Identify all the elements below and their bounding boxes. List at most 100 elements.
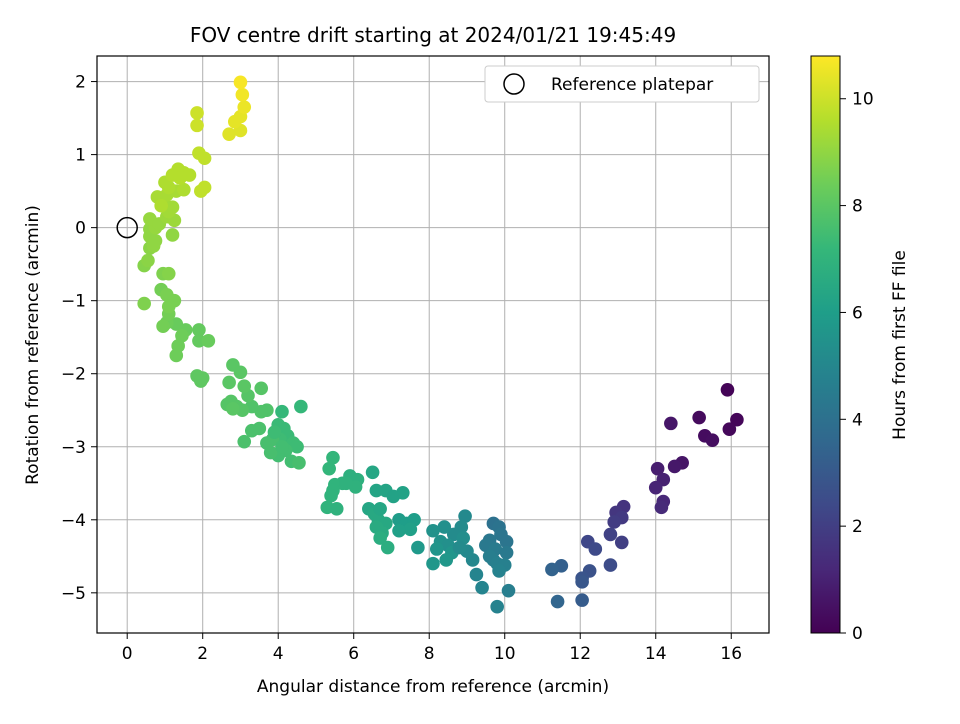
- data-point: [275, 439, 289, 454]
- data-point: [439, 553, 454, 567]
- data-point: [705, 433, 720, 447]
- data-point: [603, 527, 618, 542]
- legend: Reference platepar: [484, 65, 760, 103]
- x-tick-label: 10: [494, 644, 516, 664]
- data-point: [244, 423, 259, 438]
- data-point: [146, 239, 161, 253]
- data-point: [458, 509, 472, 523]
- x-ticks: 0 2 4 6 8 10 12 14 16: [122, 633, 742, 664]
- x-tick-label: 4: [273, 644, 284, 664]
- data-point: [452, 540, 467, 555]
- data-point: [201, 334, 216, 348]
- x-tick-label: 6: [348, 644, 359, 664]
- data-point: [575, 593, 589, 607]
- data-point: [154, 198, 168, 213]
- colorbar-gradient: [810, 55, 841, 634]
- y-tick-label: −3: [61, 438, 86, 458]
- data-point: [492, 564, 506, 578]
- data-point: [233, 75, 248, 90]
- data-point: [664, 416, 678, 431]
- data-point: [373, 531, 387, 545]
- data-point: [426, 556, 440, 571]
- y-tick-label: −5: [61, 584, 86, 604]
- colorbar-tick-label: 6: [852, 303, 863, 323]
- data-point: [237, 100, 252, 114]
- data-point: [192, 323, 206, 337]
- data-point: [173, 171, 187, 185]
- data-point: [194, 374, 208, 388]
- y-tick-label: −2: [61, 365, 86, 385]
- colorbar-tick-label: 0: [852, 624, 863, 644]
- colorbar-tick-label: 4: [852, 410, 863, 430]
- colorbar-tick-label: 2: [852, 517, 863, 537]
- data-point: [190, 118, 204, 133]
- data-point: [294, 399, 308, 414]
- data-point: [339, 476, 353, 491]
- y-tick-label: 2: [75, 73, 86, 93]
- data-point: [501, 583, 516, 598]
- legend-marker-icon: [503, 73, 525, 95]
- data-point: [373, 502, 387, 516]
- data-point: [392, 523, 406, 538]
- data-point: [237, 434, 252, 449]
- data-point: [324, 488, 338, 503]
- colorbar-tick-label: 10: [852, 90, 874, 110]
- data-point: [550, 594, 565, 609]
- data-point: [292, 456, 306, 470]
- x-tick-label: 12: [569, 644, 591, 664]
- data-point: [165, 228, 180, 242]
- data-point: [254, 381, 269, 396]
- x-tick-label: 16: [720, 644, 742, 664]
- data-point: [607, 515, 622, 529]
- data-point: [326, 450, 340, 465]
- data-point: [161, 299, 176, 314]
- plot-frame: [96, 55, 770, 634]
- data-point: [222, 375, 236, 390]
- data-point: [722, 422, 737, 437]
- data-point: [192, 334, 206, 348]
- data-point: [137, 296, 151, 311]
- data-point: [469, 567, 484, 582]
- data-point: [603, 558, 618, 572]
- data-point: [233, 365, 248, 380]
- data-point: [226, 401, 240, 416]
- data-point: [614, 535, 629, 550]
- data-point: [329, 502, 344, 516]
- data-point: [380, 540, 395, 555]
- data-point: [654, 500, 669, 515]
- data-point: [730, 412, 744, 427]
- data-point: [365, 465, 380, 480]
- data-point: [429, 542, 444, 556]
- data-point: [322, 461, 336, 476]
- data-point: [177, 182, 191, 197]
- y-tick-label: 1: [75, 146, 86, 166]
- colorbar-ticks: 0 2 4 6 8 10: [840, 90, 874, 644]
- data-point: [490, 599, 504, 614]
- colorbar-label: Hours from first FF file: [890, 250, 910, 440]
- data-point: [161, 266, 176, 281]
- colorbar: 0 2 4 6 8 10 Hours from first FF file: [810, 55, 910, 644]
- x-axis-label: Angular distance from reference (arcmin): [257, 677, 609, 697]
- data-point: [650, 461, 665, 476]
- data-point: [290, 439, 304, 454]
- x-tick-label: 8: [424, 644, 435, 664]
- y-tick-label: −1: [61, 292, 86, 312]
- data-point: [499, 534, 514, 549]
- data-point: [190, 106, 204, 120]
- x-tick-label: 2: [197, 644, 208, 664]
- data-point: [648, 480, 663, 495]
- data-point: [499, 545, 514, 560]
- x-tick-label: 0: [122, 644, 133, 664]
- data-point: [720, 382, 735, 397]
- data-point: [267, 425, 282, 439]
- data-point: [692, 410, 706, 425]
- legend-label: Reference platepar: [551, 75, 713, 95]
- y-tick-label: −4: [61, 511, 86, 531]
- data-point: [437, 520, 452, 534]
- data-point: [475, 580, 489, 595]
- data-point: [667, 459, 682, 474]
- chart-title: FOV centre drift starting at 2024/01/21 …: [190, 23, 676, 47]
- reference-marker: [116, 216, 138, 239]
